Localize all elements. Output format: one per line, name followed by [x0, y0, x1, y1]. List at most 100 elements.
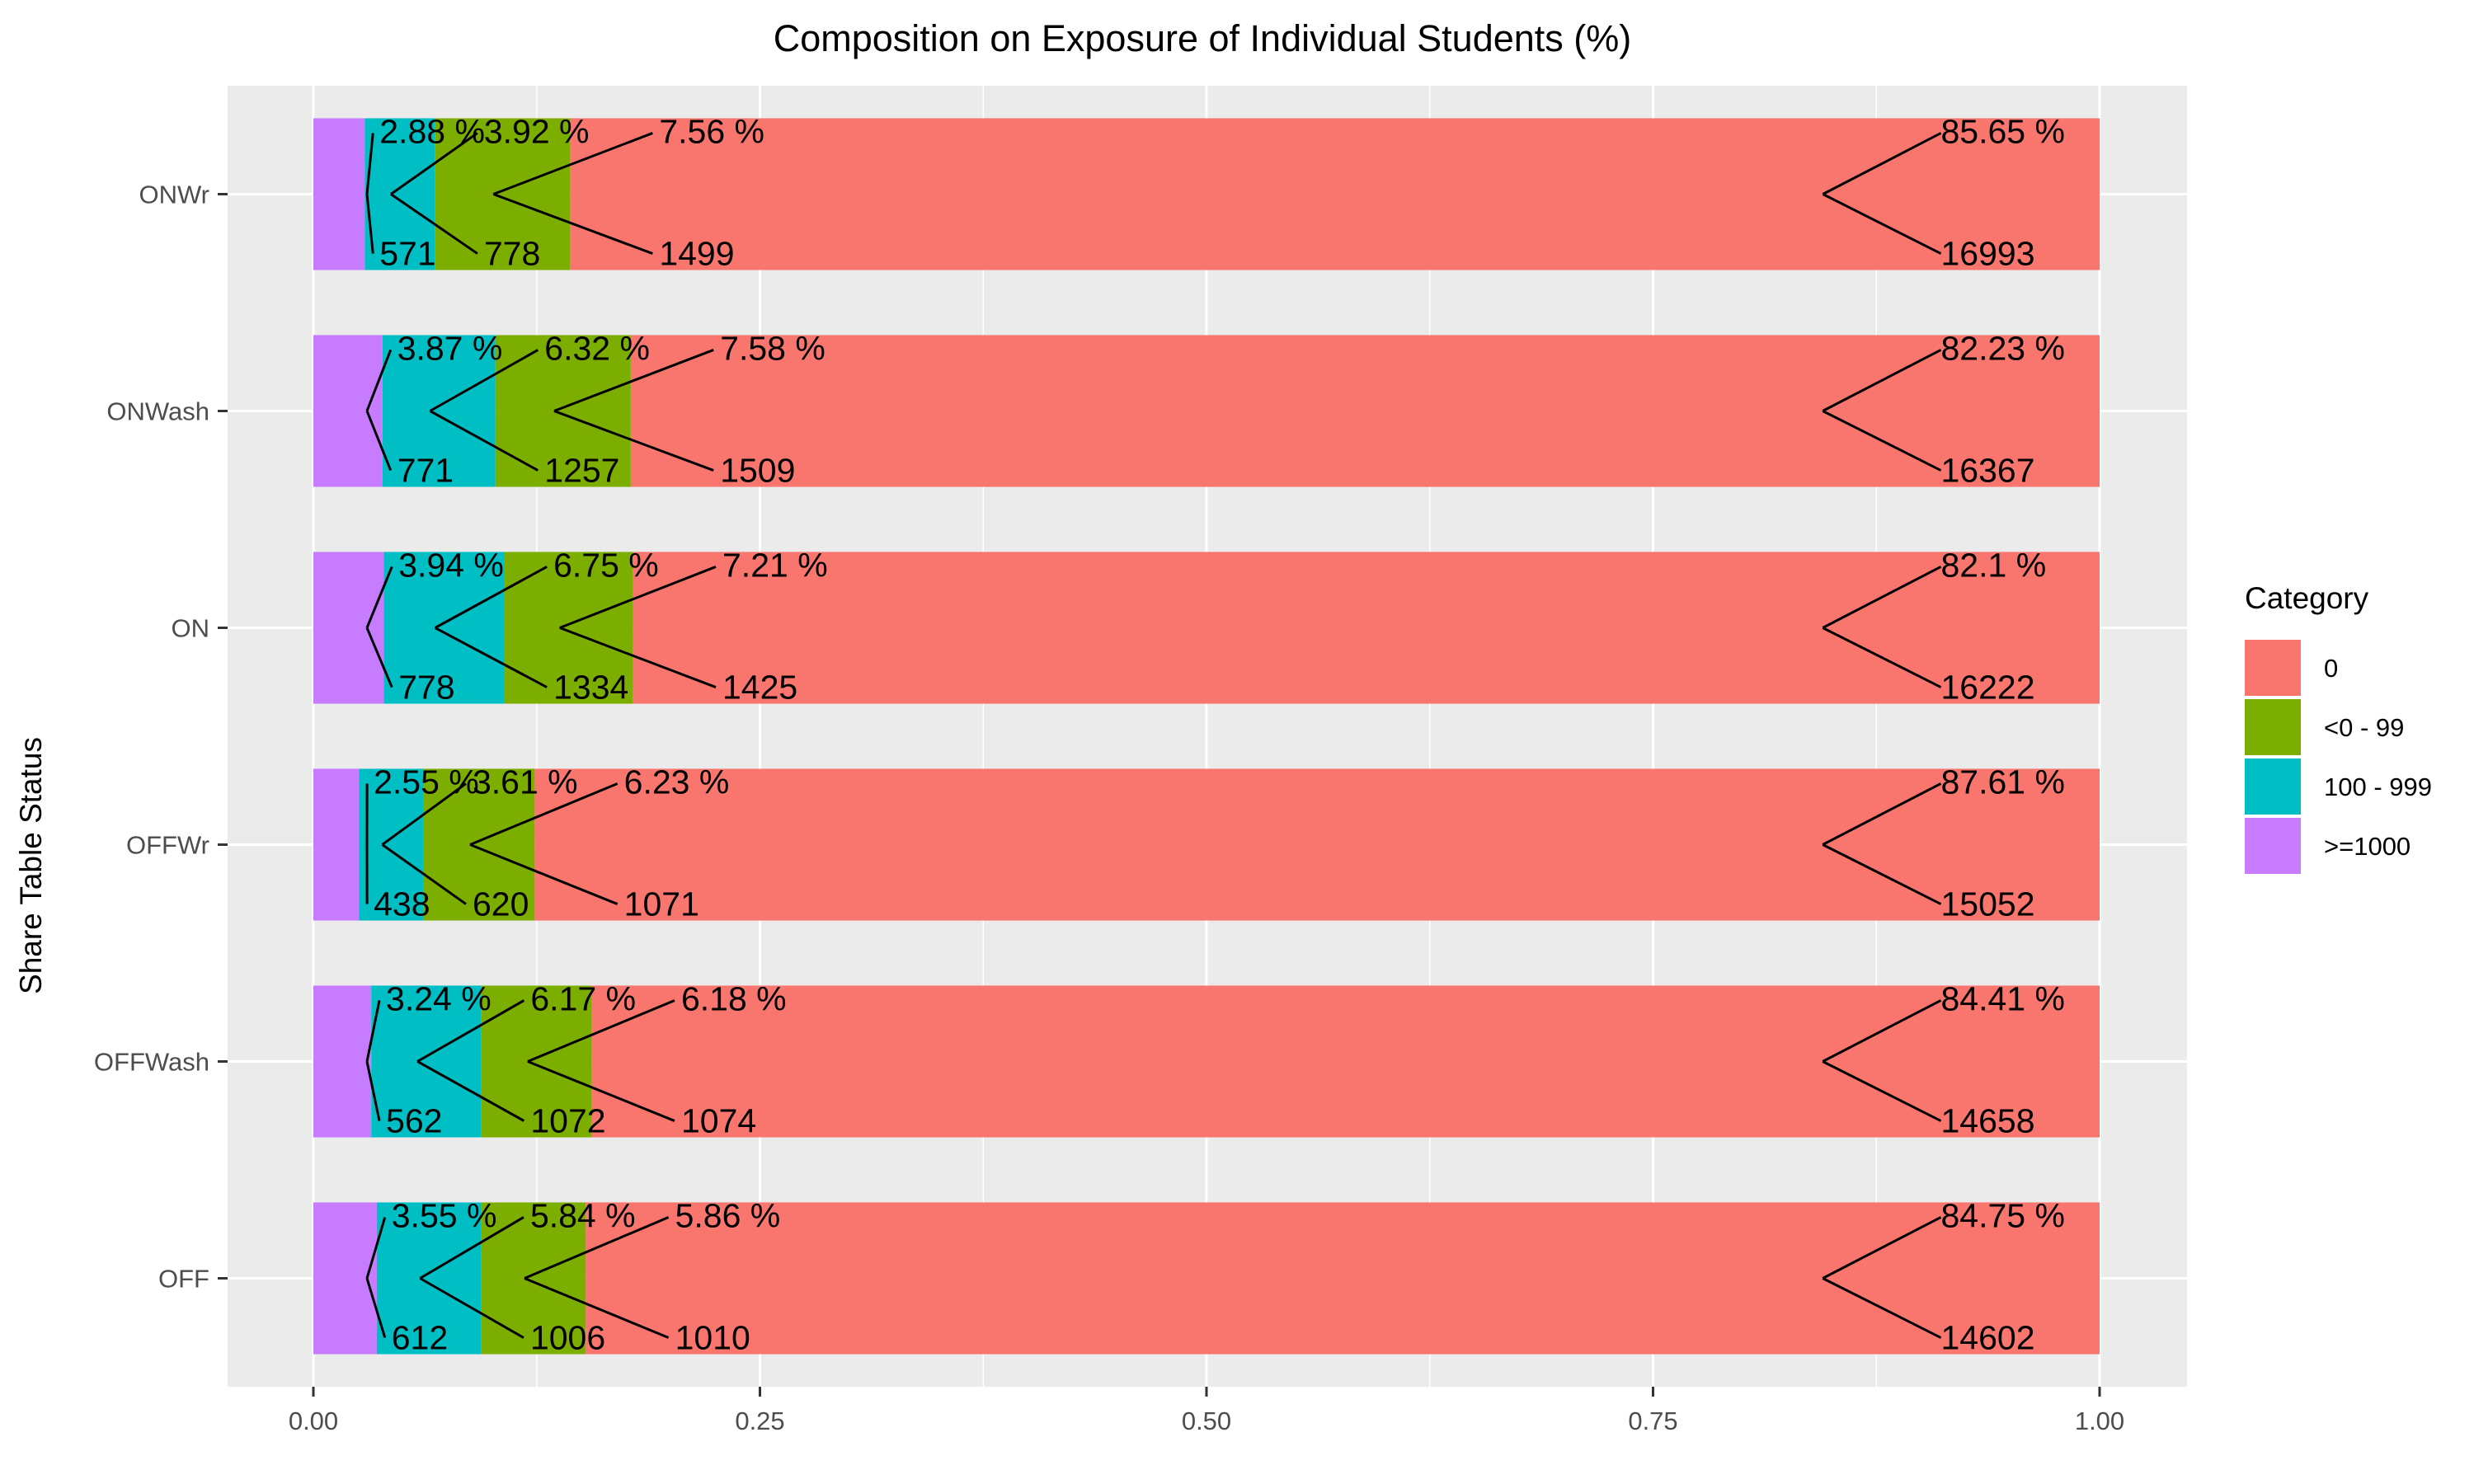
count-label: 571 — [379, 235, 435, 273]
bar-segment — [481, 1202, 586, 1355]
legend-swatch — [2245, 818, 2301, 874]
leader-line — [553, 349, 714, 412]
bar-segment — [435, 118, 571, 270]
percent-label: 7.56 % — [659, 112, 764, 150]
x-tick-label: 1.00 — [2075, 1407, 2124, 1435]
count-label: 1071 — [624, 885, 699, 923]
legend-label: <0 - 99 — [2324, 713, 2404, 742]
y-tick-label: OFFWr — [126, 831, 209, 860]
percent-label: 6.23 % — [624, 763, 730, 801]
percent-label: 7.58 % — [720, 329, 825, 367]
count-label: 16367 — [1941, 452, 2035, 490]
leader-line — [419, 1277, 524, 1339]
bar-segment — [630, 335, 2100, 487]
percent-label: 5.84 % — [530, 1196, 636, 1234]
leader-line — [1822, 999, 1942, 1063]
bar-segment — [570, 118, 2100, 270]
count-label: 16993 — [1941, 235, 2035, 273]
percent-label: 3.61 % — [473, 763, 578, 801]
leader-line — [365, 194, 374, 254]
count-label: 1006 — [530, 1319, 605, 1357]
bar-segment — [313, 335, 383, 487]
count-label: 620 — [473, 885, 529, 923]
x-tick-label: 0.50 — [1182, 1407, 1231, 1435]
percent-label: 6.17 % — [530, 979, 636, 1017]
bar-segment — [423, 768, 535, 921]
y-axis-title: Share Table Status — [14, 737, 48, 994]
percent-label: 82.23 % — [1941, 329, 2065, 367]
y-tick-label: ONWash — [106, 397, 209, 426]
count-label: 1010 — [675, 1319, 750, 1357]
leader-line — [1822, 627, 1942, 688]
legend: Category 0 <0 - 99 100 - 999 >=1000 — [2245, 581, 2432, 874]
count-label: 562 — [386, 1102, 442, 1140]
leader-line — [1822, 1216, 1942, 1280]
bar-segment — [313, 1202, 377, 1355]
leader-line — [381, 782, 467, 846]
leader-line — [429, 410, 539, 472]
bar-segment — [365, 118, 435, 270]
leader-line — [390, 193, 478, 255]
percent-label: 84.75 % — [1941, 1196, 2065, 1234]
leader-line — [390, 132, 478, 195]
percent-label: 87.61 % — [1941, 763, 2065, 801]
leader-line — [1822, 843, 1942, 905]
leader-line — [559, 627, 717, 688]
leader-line — [553, 410, 714, 472]
bar-segment — [376, 1202, 482, 1355]
count-label: 771 — [397, 452, 454, 490]
percent-label: 7.21 % — [722, 546, 828, 584]
bar-segment — [359, 768, 424, 921]
count-label: 778 — [484, 235, 540, 273]
leader-line — [365, 627, 393, 688]
leader-line — [365, 1217, 387, 1279]
count-label: 1499 — [659, 235, 734, 273]
plot-panel: 2.88 % 571 3.92 % 778 7.56 % 1499 85.65 % 16993… — [94, 86, 2187, 1435]
leader-line — [434, 566, 548, 629]
count-label: 1509 — [720, 452, 795, 490]
leader-line — [429, 349, 539, 412]
leader-line — [559, 566, 717, 629]
percent-label: 6.32 % — [544, 329, 650, 367]
x-tick-label: 0.25 — [735, 1407, 784, 1435]
bar-segment — [313, 118, 365, 270]
leader-line — [365, 1000, 381, 1062]
bar-segment — [313, 768, 360, 921]
leader-line — [469, 782, 618, 846]
leader-line — [1822, 349, 1942, 412]
legend-title: Category — [2245, 581, 2369, 615]
count-label: 438 — [374, 885, 430, 923]
count-label: 1257 — [544, 452, 619, 490]
leader-line — [1822, 193, 1942, 255]
bar-segment — [633, 552, 2100, 704]
bar-segment — [313, 552, 384, 704]
y-tick-label: OFF — [158, 1265, 209, 1294]
leader-line — [381, 843, 467, 905]
leader-line — [1822, 566, 1942, 629]
y-tick-label: ONWr — [139, 181, 209, 209]
leader-line — [1822, 132, 1942, 195]
percent-label: 2.55 % — [374, 763, 479, 801]
leader-line — [1822, 1060, 1942, 1122]
leader-line — [1822, 782, 1942, 846]
leader-line — [416, 999, 525, 1063]
percent-label: 6.75 % — [553, 546, 659, 584]
leader-line — [524, 1277, 670, 1339]
leader-line — [365, 1061, 381, 1121]
leader-line — [419, 1216, 524, 1280]
leader-line — [365, 349, 393, 412]
leader-line — [492, 132, 653, 195]
leader-line — [365, 566, 393, 629]
bar-segment — [383, 552, 505, 704]
leader-line — [365, 133, 374, 195]
percent-label: 3.55 % — [392, 1196, 497, 1234]
count-label: 15052 — [1941, 885, 2035, 923]
percent-label: 5.86 % — [675, 1196, 781, 1234]
x-tick-label: 0.00 — [289, 1407, 338, 1435]
chart-title: Composition on Exposure of Individual St… — [774, 17, 1632, 59]
bar-segment — [591, 985, 2100, 1138]
percent-label: 85.65 % — [1941, 112, 2065, 150]
legend-label: >=1000 — [2324, 832, 2411, 861]
x-tick-label: 0.75 — [1628, 1407, 1677, 1435]
